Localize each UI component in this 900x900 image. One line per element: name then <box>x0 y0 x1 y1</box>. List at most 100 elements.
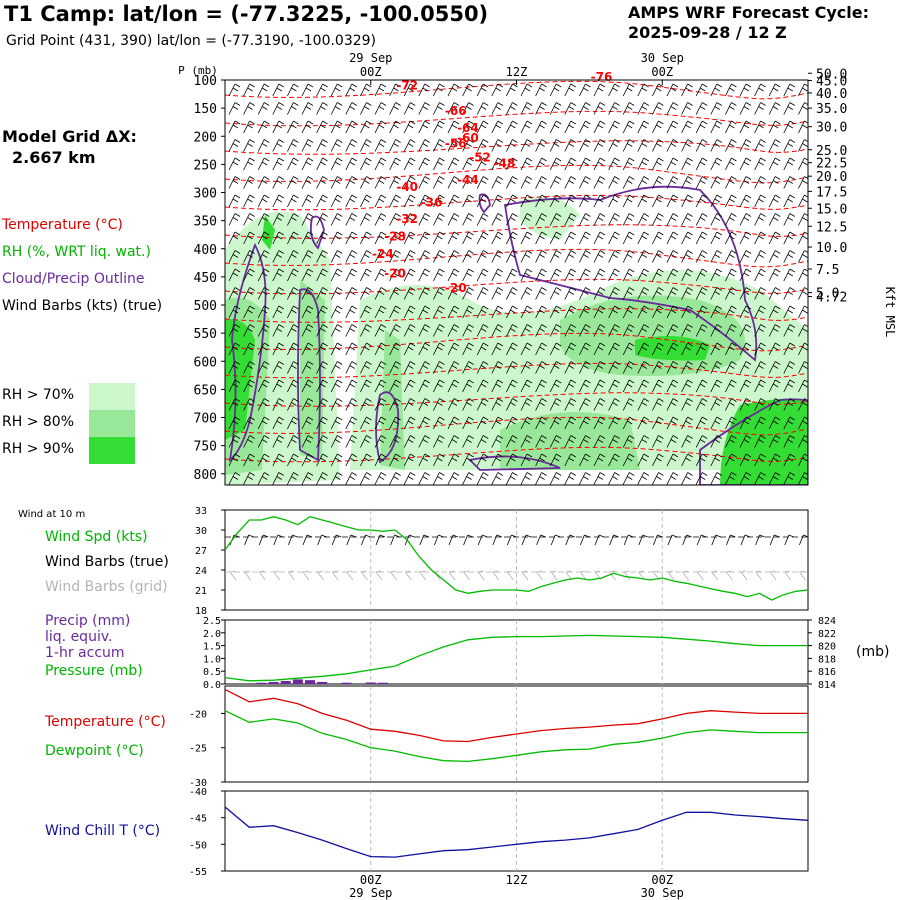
wind-barb <box>316 379 328 393</box>
wind-barb <box>695 287 708 300</box>
wind-barb <box>681 379 693 393</box>
wind-barb <box>272 139 285 152</box>
wind-barb <box>447 287 460 300</box>
wind-barb <box>330 83 343 97</box>
wind-barb <box>768 250 781 263</box>
wind-barb <box>593 250 606 263</box>
wind-barb <box>637 472 650 485</box>
wind-barb <box>725 435 737 448</box>
cloud-outline <box>468 455 561 471</box>
wind-barb <box>549 287 562 300</box>
wind-barb <box>593 453 606 467</box>
wind-barb <box>783 287 796 300</box>
wind-barb <box>783 453 796 467</box>
wind-barb <box>360 361 372 374</box>
wind-barb <box>374 287 387 300</box>
wind-barb <box>447 305 460 319</box>
wind-barb <box>243 435 255 448</box>
wind-barb <box>754 213 766 226</box>
wind-barb <box>257 194 270 208</box>
wind-barb <box>622 213 635 226</box>
wind-barb <box>783 398 796 411</box>
wind-barb <box>549 472 562 485</box>
wind-barb <box>447 139 460 152</box>
pressure-tick-label: 150 <box>194 102 217 117</box>
wind-barb <box>447 176 460 189</box>
wind-barb <box>725 250 737 263</box>
wind-barb <box>243 379 255 393</box>
wind-barb <box>695 213 708 226</box>
wind-barb <box>389 102 401 115</box>
wind-barb <box>637 287 650 300</box>
wind-barb <box>418 416 431 430</box>
precip-tick-label: 0.5 <box>203 667 221 678</box>
wind-barb <box>798 157 808 171</box>
wind-barb <box>710 435 723 448</box>
wind-barb <box>725 231 737 245</box>
wind-barb <box>389 435 401 448</box>
time-tick-label-top: 12Z <box>506 65 528 79</box>
wind-barb <box>783 120 796 134</box>
wind-barb <box>666 379 679 393</box>
wind-barb <box>798 472 808 485</box>
wind-barb <box>257 250 270 263</box>
wind-barb <box>330 361 343 374</box>
wind-barb-grid <box>448 570 456 581</box>
wind-barb <box>535 435 547 448</box>
height-tick-label: 20.0 <box>816 170 847 185</box>
temperature-label: -56 <box>445 137 467 151</box>
wind-barb <box>228 305 241 319</box>
wind-barb <box>798 379 808 393</box>
wind-barb <box>403 231 416 245</box>
wind-barb <box>301 398 314 411</box>
wind-barb <box>389 379 401 393</box>
height-tick-label: 25.0 <box>816 144 847 159</box>
wind-barb <box>608 139 620 152</box>
wind-barb <box>287 453 299 467</box>
wind-barb <box>710 102 723 115</box>
pressure-tick-label: 350 <box>194 215 217 230</box>
wind-barb <box>403 139 416 152</box>
legend-cloud: Cloud/Precip Outline <box>2 271 145 287</box>
wind-barb <box>447 342 460 356</box>
wind-barb <box>462 453 474 467</box>
wind-barb <box>652 398 664 411</box>
wind-barb <box>520 453 533 467</box>
wind-barb <box>579 250 591 263</box>
height-tick-label: 5.0 <box>816 287 839 302</box>
wind-barb <box>345 453 358 467</box>
wind-barb <box>768 194 781 208</box>
time-tick-label-bottom: 00Z <box>360 873 382 887</box>
wind-speed-line <box>224 515 809 601</box>
wind-barb <box>579 83 591 97</box>
wind-barb <box>418 157 431 171</box>
legend-temperature: Temperature (°C) <box>2 217 123 233</box>
wind-barb <box>301 250 314 263</box>
wind-barb <box>243 213 255 226</box>
wind-barb <box>403 305 416 319</box>
wind-barb <box>681 472 693 485</box>
rh90-label: RH > 90% <box>2 441 75 457</box>
pressure-tick-label: 550 <box>194 327 217 342</box>
wind-barb <box>622 139 635 152</box>
wind-tick-label: 27 <box>195 546 207 557</box>
wind-barb <box>462 398 474 411</box>
wind-barb <box>754 176 766 189</box>
wind-barb <box>374 102 387 115</box>
wind-barb <box>330 416 343 430</box>
wind-barb <box>476 120 489 134</box>
wind-barb <box>652 120 664 134</box>
wind-barb <box>608 268 620 282</box>
wind-barb <box>725 416 737 430</box>
wind-barb <box>593 194 606 208</box>
wind-barb <box>520 102 533 115</box>
wind-barb <box>316 416 328 430</box>
wind-barb <box>316 361 328 374</box>
wind-barb <box>754 157 766 171</box>
wind-barb <box>403 435 416 448</box>
wind-barb <box>564 102 577 115</box>
wind-barb <box>243 453 255 467</box>
wind-barb <box>506 472 518 485</box>
wind-barb <box>257 231 270 245</box>
wind-barb <box>316 102 328 115</box>
